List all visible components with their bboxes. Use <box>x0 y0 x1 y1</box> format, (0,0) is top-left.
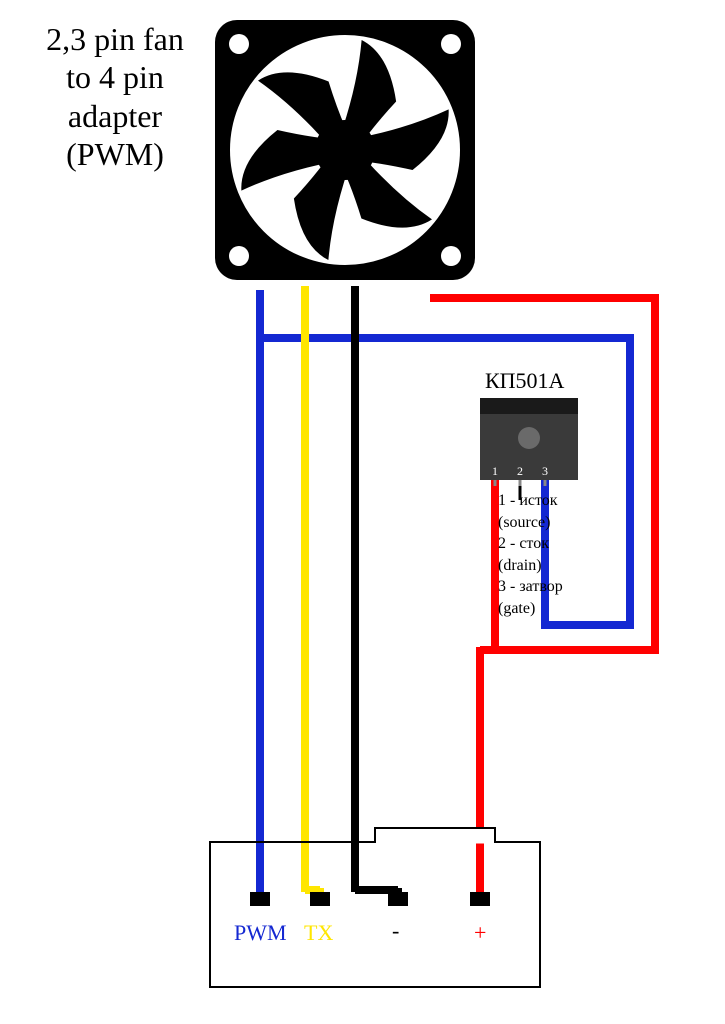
transistor-pin-1: 1 <box>492 464 498 479</box>
transistor-model-label: КП501А <box>485 368 564 394</box>
pwm-label: PWM <box>234 920 287 946</box>
transistor-pin-legend: 1 - исток (source) 2 - сток (drain) 3 - … <box>498 490 563 620</box>
tx-label: TX <box>304 920 333 946</box>
wiring-diagram <box>0 0 725 1024</box>
transistor-pin-3: 3 <box>542 464 548 479</box>
gnd-label: - <box>392 918 399 944</box>
plus-label: + <box>474 920 486 946</box>
transistor-pin-2: 2 <box>517 464 523 479</box>
